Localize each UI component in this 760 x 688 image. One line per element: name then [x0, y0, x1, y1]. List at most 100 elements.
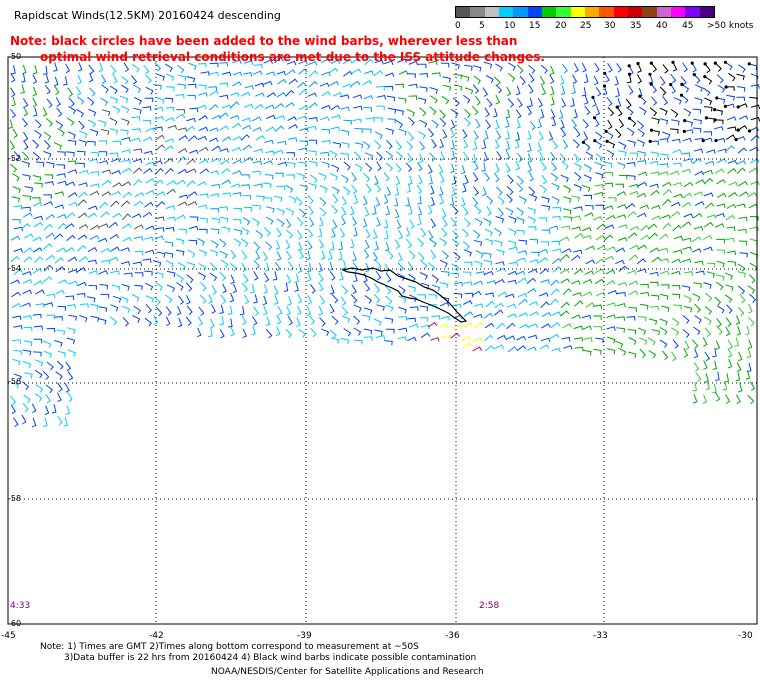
wind-barb [165, 63, 173, 72]
wind-barb [673, 304, 682, 310]
wind-barb [87, 247, 98, 253]
wind-barb [409, 219, 415, 229]
wind-barb [68, 105, 77, 115]
wind-barb [208, 86, 218, 91]
wind-barb [275, 115, 286, 120]
wind-barb [571, 215, 581, 221]
wind-barb [79, 315, 88, 323]
wind-barb [178, 135, 189, 141]
wind-barb [405, 162, 413, 172]
wind-barb [442, 217, 448, 228]
wind-barb [65, 212, 76, 219]
wind-barb [89, 190, 100, 196]
colorbar-label: 15 [529, 21, 541, 31]
wind-barb [441, 334, 452, 339]
wind-barb [704, 306, 713, 315]
wind-barb [332, 193, 339, 204]
wind-barb [99, 201, 109, 209]
wind-barb [714, 62, 722, 72]
wind-barb [232, 159, 243, 165]
wind-barb [154, 167, 164, 175]
wind-barb [671, 351, 677, 362]
wind-barb [286, 152, 295, 157]
wind-barb [473, 75, 481, 85]
quality-flag-circle [648, 139, 652, 143]
wind-barb [78, 224, 89, 230]
wind-barb [516, 257, 526, 263]
wind-barb [319, 184, 328, 193]
wind-barb [395, 83, 404, 89]
wind-barb [364, 239, 370, 250]
wind-barb [736, 394, 741, 404]
lon-label-30: -30 [738, 631, 753, 641]
wind-barb [100, 97, 109, 106]
wind-barb [66, 151, 75, 157]
quality-flag-circle [615, 105, 619, 109]
wind-barb [485, 300, 495, 308]
wind-barb [672, 224, 682, 232]
wind-barb [395, 151, 403, 161]
wind-barb [321, 104, 331, 110]
wind-barb [211, 304, 216, 314]
wind-barb [616, 63, 622, 73]
wind-barb [427, 230, 434, 240]
wind-barb [46, 314, 55, 320]
wind-barb [615, 128, 622, 138]
wind-barb [495, 278, 505, 284]
wind-barb [305, 250, 311, 260]
wind-barb [529, 120, 536, 131]
wind-barb [134, 192, 145, 198]
wind-barb [726, 94, 735, 101]
wind-barb [694, 84, 704, 92]
wind-barb [726, 304, 733, 314]
wind-barb [131, 213, 142, 219]
wind-barb [308, 139, 318, 145]
wind-barb [640, 291, 650, 297]
wind-barb [691, 62, 697, 73]
wind-barb [549, 74, 555, 84]
wind-barb [494, 139, 500, 149]
wind-barb [606, 214, 616, 221]
wind-barb [219, 238, 227, 248]
wind-barb [67, 392, 73, 402]
wind-barb [329, 303, 335, 314]
wind-barb [209, 62, 219, 68]
wind-barb [321, 129, 331, 134]
wind-barb [308, 70, 319, 77]
wind-barb [219, 328, 225, 339]
wind-barb [79, 130, 88, 138]
wind-barb [376, 105, 385, 111]
wind-barb [56, 173, 66, 178]
wind-barb [266, 114, 276, 120]
wind-barb [298, 60, 308, 65]
wind-barb [574, 300, 584, 307]
wind-barb [529, 238, 539, 244]
wind-barb [750, 134, 760, 142]
wind-barb [79, 303, 89, 308]
wind-barb [120, 247, 130, 252]
wind-barb [277, 218, 285, 227]
wind-barb [286, 229, 294, 239]
wind-barb [735, 315, 741, 325]
wind-barb [175, 113, 186, 119]
wind-barb [627, 139, 636, 147]
wind-barb [240, 134, 250, 141]
wind-barb [307, 61, 318, 66]
wind-barb [319, 116, 330, 121]
wind-barb [363, 336, 373, 341]
wind-barb [88, 205, 98, 211]
wind-barb [67, 192, 78, 198]
wind-barb [144, 317, 153, 327]
wind-barb [727, 348, 733, 358]
wind-barb [702, 234, 713, 240]
wind-barb [514, 138, 520, 149]
wind-barb [659, 318, 668, 326]
wind-barb [495, 186, 503, 196]
wind-barb [716, 249, 726, 255]
wind-barb [78, 120, 85, 130]
wind-barb [385, 205, 391, 216]
wind-barb [363, 328, 373, 335]
wind-barb [605, 280, 616, 286]
wind-barb [464, 292, 474, 298]
wind-barb [508, 62, 516, 71]
